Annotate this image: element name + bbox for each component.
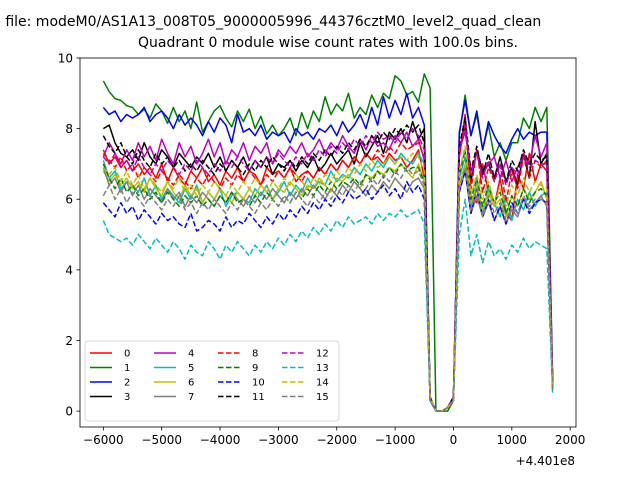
- legend-box: [84, 340, 340, 422]
- y-tick-label: 4: [65, 263, 73, 277]
- x-tick-label: 1000: [497, 433, 528, 447]
- series-line-7: [102, 167, 554, 412]
- y-tick-label: 8: [65, 122, 73, 136]
- x-tick-label: −1000: [375, 433, 416, 447]
- series-line-9: [102, 149, 554, 412]
- y-tick-label: 2: [65, 334, 73, 348]
- suptitle-text: n file: modeM0/AS1A13_008T05_9000005996_…: [0, 14, 542, 30]
- series-line-11: [102, 117, 554, 412]
- legend-label-5: 5: [188, 363, 194, 374]
- y-tick-label: 6: [65, 193, 73, 207]
- legend-label-12: 12: [316, 349, 329, 360]
- legend-label-1: 1: [124, 363, 130, 374]
- legend-label-15: 15: [316, 392, 329, 403]
- legend-label-11: 11: [252, 392, 265, 403]
- series-layer: [102, 73, 554, 412]
- series-line-8: [102, 120, 554, 412]
- legend-label-9: 9: [252, 363, 258, 374]
- y-axis: 0 2 4 6 8 10: [58, 52, 80, 419]
- legend-label-14: 14: [316, 378, 329, 389]
- x-tick-label: −3000: [258, 433, 299, 447]
- y-tick-label: 10: [58, 52, 73, 66]
- series-line-12: [102, 124, 554, 412]
- legend-label-10: 10: [252, 378, 265, 389]
- series-line-2: [102, 92, 554, 412]
- x-tick-label: −6000: [83, 433, 124, 447]
- legend-label-7: 7: [188, 392, 194, 403]
- y-tick-label: 0: [65, 405, 73, 419]
- series-line-13: [102, 198, 554, 412]
- figure-suptitle: n file: modeM0/AS1A13_008T05_9000005996_…: [0, 14, 640, 34]
- axes-frame: [79, 57, 577, 428]
- x-axis: −6000 −5000 −4000 −3000 −2000 −1000 0 1000 2000: [83, 427, 585, 447]
- x-tick-label: −2000: [316, 433, 357, 447]
- x-offset-label: +4.401e8: [516, 454, 575, 468]
- x-tick-label: 2000: [555, 433, 586, 447]
- legend-label-0: 0: [124, 349, 130, 360]
- x-tick-label: −5000: [141, 433, 182, 447]
- legend-label-8: 8: [252, 349, 258, 360]
- legend-label-2: 2: [124, 378, 130, 389]
- series-line-14: [102, 145, 554, 412]
- chart-title: Quadrant 0 module wise count rates with …: [138, 35, 518, 51]
- series-line-10: [102, 170, 554, 412]
- legend-label-4: 4: [188, 349, 194, 360]
- series-line-15: [102, 166, 554, 412]
- legend-label-13: 13: [316, 363, 329, 374]
- legend-label-3: 3: [124, 392, 130, 403]
- x-tick-label: 0: [450, 433, 458, 447]
- legend-label-6: 6: [188, 378, 194, 389]
- x-tick-label: −4000: [200, 433, 241, 447]
